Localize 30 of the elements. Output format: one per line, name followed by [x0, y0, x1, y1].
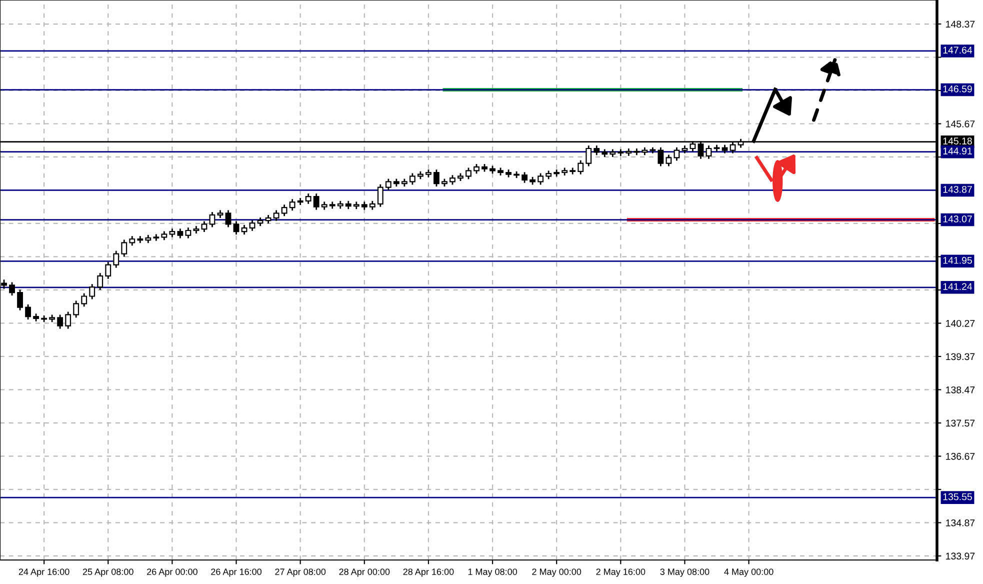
x-tick-label: 24 Apr 16:00	[18, 568, 70, 577]
y-tick-label: 139.37	[946, 353, 975, 360]
ref-line-label: 135.55	[943, 493, 972, 500]
y-tick-label: 140.27	[946, 320, 975, 327]
x-tick-label: 3 May 08:00	[660, 568, 710, 577]
x-tick-label: 26 Apr 00:00	[147, 568, 198, 577]
ref-line-label: 143.87	[943, 186, 972, 193]
y-tick-label: 137.57	[946, 420, 975, 427]
y-tick-label: 134.87	[946, 519, 975, 526]
y-tick-label: 148.37	[946, 20, 975, 28]
ref-line-label: 141.24	[943, 283, 972, 290]
ref-line-label: 147.64	[943, 46, 972, 54]
y-tick-label: 138.47	[946, 386, 975, 394]
x-tick-label: 1 May 08:00	[468, 568, 518, 577]
x-tick-label: 28 Apr 16:00	[403, 568, 454, 577]
x-tick-label: 4 May 00:00	[724, 568, 774, 577]
ref-line-label: 141.95	[943, 256, 972, 264]
x-tick-label: 25 Apr 08:00	[82, 568, 134, 577]
x-tick-label: 2 May 16:00	[596, 568, 646, 577]
ref-line-label: 144.91	[943, 148, 972, 154]
x-tick-label: 28 Apr 00:00	[339, 568, 390, 577]
y-tick-label: 145.67	[946, 120, 975, 128]
ref-line-label: 145.18	[943, 138, 972, 144]
ref-line-label: 143.07	[943, 216, 972, 222]
x-tick-label: 27 Apr 08:00	[275, 568, 326, 577]
y-tick-label: 133.97	[946, 552, 975, 560]
x-tick-label: 2 May 00:00	[532, 568, 582, 577]
x-tick-label: 26 Apr 16:00	[211, 568, 262, 577]
y-tick-label: 136.67	[946, 452, 975, 460]
ref-line-label: 146.59	[943, 85, 972, 92]
